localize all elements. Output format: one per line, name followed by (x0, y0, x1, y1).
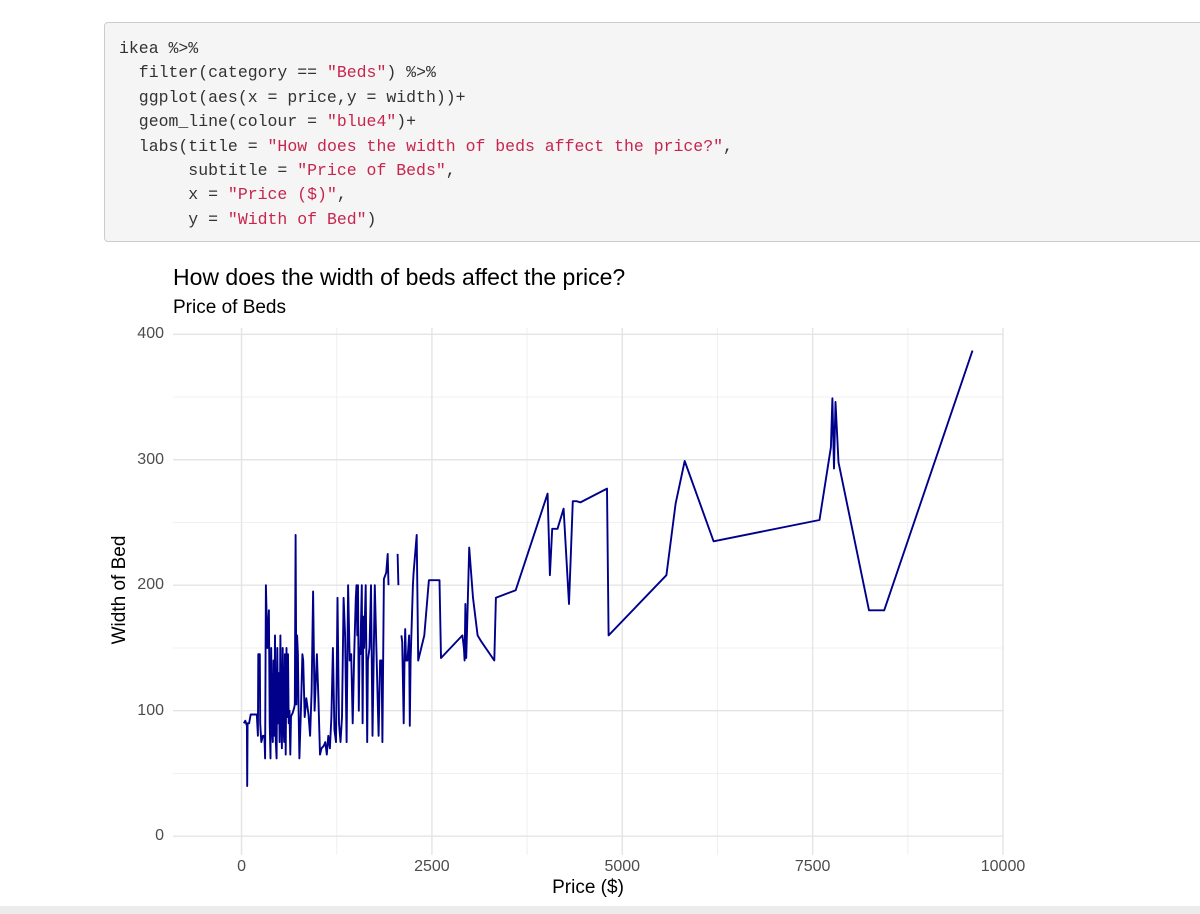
code-line: filter(category == "Beds") %>% (119, 61, 1200, 85)
code-line: y = "Width of Bed") (119, 208, 1200, 232)
code-line: x = "Price ($)", (119, 183, 1200, 207)
code-token: ) (366, 209, 377, 229)
code-token: , (723, 136, 733, 156)
code-line: labs(title = "How does the width of beds… (119, 135, 1200, 159)
y-tick-label: 100 (137, 701, 164, 719)
code-string-token: "Width of Bed" (227, 209, 367, 229)
x-tick-label: 2500 (414, 858, 450, 875)
code-token: filter(category == (119, 63, 327, 83)
series-line (242, 350, 974, 787)
code-token: , (445, 160, 456, 180)
code-token: subtitle = (119, 160, 298, 180)
code-string-token: "blue4" (326, 112, 397, 132)
code-token: labs(title = (119, 136, 268, 156)
code-line: subtitle = "Price of Beds", (119, 159, 1200, 183)
chart-title: How does the width of beds affect the pr… (173, 264, 626, 290)
y-tick-label: 200 (137, 576, 164, 594)
code-string-token: "Beds" (326, 63, 387, 83)
y-tick-label: 400 (137, 325, 164, 343)
code-block: ikea %>% filter(category == "Beds") %>% … (104, 22, 1200, 242)
code-token: )+ (396, 112, 417, 132)
y-tick-label: 0 (155, 827, 164, 845)
page-bottom-edge (0, 906, 1200, 914)
code-string-token: "Price ($)" (227, 185, 337, 205)
code-token: ) %>% (386, 63, 436, 83)
x-tick-label: 0 (237, 858, 246, 875)
code-line: geom_line(colour = "blue4")+ (119, 110, 1200, 134)
x-axis-title: Price ($) (552, 877, 624, 898)
code-token: geom_line(colour = (119, 112, 327, 132)
code-line: ggplot(aes(x = price,y = width))+ (119, 86, 1200, 110)
x-tick-label: 10000 (980, 858, 1026, 875)
code-token: ikea %>% (119, 39, 199, 58)
code-string-token: "Price of Beds" (297, 160, 446, 180)
code-token: , (336, 185, 347, 205)
chart-subtitle: Price of Beds (173, 297, 286, 318)
y-axis-title: Width of Bed (109, 535, 130, 645)
code-line: ikea %>% (119, 37, 1200, 61)
code-token: x = (119, 185, 228, 205)
y-tick-label: 300 (137, 450, 164, 468)
code-token: y = (119, 209, 228, 229)
code-token: ggplot(aes(x = price,y = width))+ (119, 87, 466, 107)
x-tick-label: 5000 (604, 858, 641, 875)
x-tick-label: 7500 (794, 858, 831, 875)
code-string-token: "How does the width of beds affect the p… (267, 136, 724, 156)
